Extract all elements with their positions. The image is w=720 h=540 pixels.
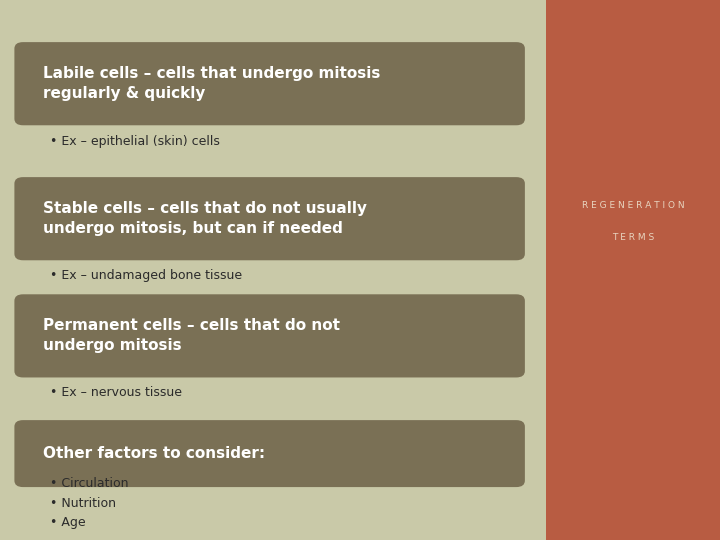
Text: • Ex – nervous tissue: • Ex – nervous tissue: [50, 386, 182, 399]
Text: • Circulation: • Circulation: [50, 477, 129, 490]
Text: Labile cells – cells that undergo mitosis
regularly & quickly: Labile cells – cells that undergo mitosi…: [43, 66, 381, 101]
Text: • Age: • Age: [50, 516, 86, 529]
FancyBboxPatch shape: [14, 420, 525, 487]
Text: Permanent cells – cells that do not
undergo mitosis: Permanent cells – cells that do not unde…: [43, 319, 340, 353]
Text: Other factors to consider:: Other factors to consider:: [43, 446, 266, 461]
FancyBboxPatch shape: [14, 177, 525, 260]
FancyBboxPatch shape: [14, 42, 525, 125]
Text: T E R M S: T E R M S: [612, 233, 654, 242]
Text: • Nutrition: • Nutrition: [50, 497, 117, 510]
Bar: [546, 0, 720, 540]
FancyBboxPatch shape: [14, 294, 525, 377]
Bar: [0, 0, 536, 540]
Text: • Ex – undamaged bone tissue: • Ex – undamaged bone tissue: [50, 269, 243, 282]
Text: • Ex – epithelial (skin) cells: • Ex – epithelial (skin) cells: [50, 135, 220, 148]
Text: Stable cells – cells that do not usually
undergo mitosis, but can if needed: Stable cells – cells that do not usually…: [43, 201, 367, 236]
Text: R E G E N E R A T I O N: R E G E N E R A T I O N: [582, 201, 684, 210]
